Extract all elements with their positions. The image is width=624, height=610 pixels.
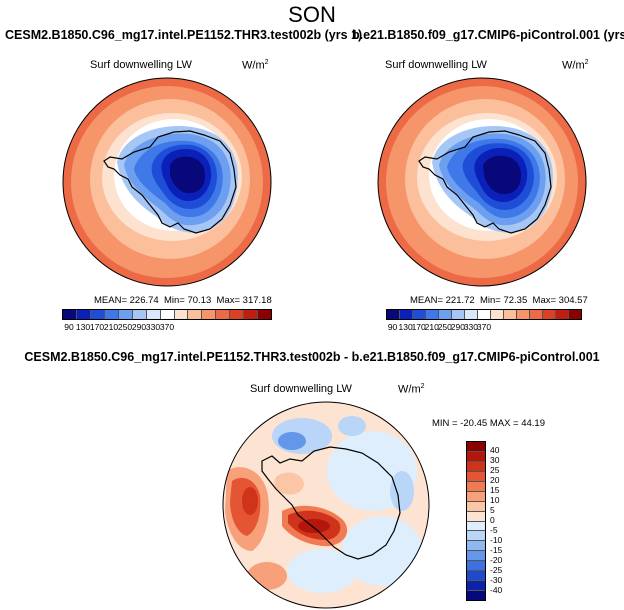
diff-colorbar bbox=[466, 441, 486, 601]
panel2-map bbox=[377, 77, 587, 287]
colorbar-tick-label: 330 bbox=[145, 322, 161, 332]
colorbar-swatch bbox=[467, 461, 485, 472]
colorbar-swatch bbox=[467, 581, 485, 592]
panel1-map bbox=[62, 77, 272, 287]
panel2-colorbar-labels: 90 130 170 210 250 290 330 370 bbox=[386, 322, 582, 334]
colorbar-swatch bbox=[465, 310, 478, 319]
panel2-units: W/m2 bbox=[562, 59, 589, 72]
colorbar-swatch bbox=[467, 471, 485, 482]
colorbar-tick-label: 5 bbox=[490, 505, 495, 515]
colorbar-tick-label: 25 bbox=[490, 465, 500, 475]
colorbar-swatch bbox=[76, 310, 91, 319]
panel1-variable: Surf downwelling LW bbox=[90, 59, 192, 71]
colorbar-swatch bbox=[467, 541, 485, 552]
colorbar-swatch bbox=[569, 310, 581, 319]
colorbar-tick-label: -15 bbox=[490, 545, 503, 555]
colorbar-swatch bbox=[467, 531, 485, 542]
colorbar-tick-label: 290 bbox=[131, 322, 147, 332]
colorbar-swatch bbox=[467, 442, 485, 452]
colorbar-tick-label: -20 bbox=[490, 555, 503, 565]
colorbar-tick-label: 90 bbox=[64, 322, 74, 332]
colorbar-tick-label: 250 bbox=[117, 322, 133, 332]
panel2-variable: Surf downwelling LW bbox=[385, 59, 487, 71]
colorbar-swatch bbox=[467, 561, 485, 572]
colorbar-tick-label: -40 bbox=[490, 585, 503, 595]
colorbar-tick-label: 370 bbox=[159, 322, 175, 332]
diff-map bbox=[222, 401, 430, 609]
colorbar-tick-label: -10 bbox=[490, 535, 503, 545]
colorbar-swatch bbox=[467, 491, 485, 502]
panel1-colorbar-labels: 90 130 170 210 250 290 330 370 bbox=[62, 322, 272, 334]
colorbar-swatch bbox=[491, 310, 504, 319]
colorbar-swatch bbox=[174, 310, 189, 319]
page-title: SON bbox=[288, 2, 336, 27]
colorbar-tick-label: 40 bbox=[490, 445, 500, 455]
colorbar-tick-label: 250 bbox=[437, 322, 452, 332]
colorbar-swatch bbox=[556, 310, 569, 319]
colorbar-swatch bbox=[467, 571, 485, 582]
colorbar-tick-label: 170 bbox=[411, 322, 426, 332]
colorbar-swatch bbox=[467, 521, 485, 532]
colorbar-swatch bbox=[467, 481, 485, 492]
colorbar-tick-label: -5 bbox=[490, 525, 498, 535]
colorbar-tick-label: 210 bbox=[103, 322, 119, 332]
colorbar-swatch bbox=[387, 310, 400, 319]
diff-variable: Surf downwelling LW bbox=[250, 383, 352, 395]
colorbar-tick-label: 10 bbox=[490, 495, 500, 505]
panel1-stats: MEAN= 226.74 Min= 70.13 Max= 317.18 bbox=[94, 295, 272, 306]
colorbar-swatch bbox=[478, 310, 491, 319]
panel2-colorbar bbox=[386, 309, 582, 320]
colorbar-swatch bbox=[452, 310, 465, 319]
colorbar-tick-label: 210 bbox=[424, 322, 439, 332]
panel1-colorbar bbox=[62, 309, 272, 320]
colorbar-swatch bbox=[543, 310, 556, 319]
panel1-case-title: CESM2.B1850.C96_mg17.intel.PE1152.THR3.t… bbox=[5, 28, 363, 42]
colorbar-swatch bbox=[132, 310, 147, 319]
colorbar-swatch bbox=[63, 310, 77, 319]
colorbar-tick-label: 90 bbox=[387, 322, 398, 332]
colorbar-tick-label: 130 bbox=[398, 322, 413, 332]
colorbar-swatch bbox=[202, 310, 217, 319]
diff-minmax: MIN = -20.45 MAX = 44.19 bbox=[432, 418, 546, 429]
panel2-stats: MEAN= 221.72 Min= 72.35 Max= 304.57 bbox=[410, 295, 588, 306]
colorbar-swatch bbox=[216, 310, 231, 319]
colorbar-tick-label: -25 bbox=[490, 565, 503, 575]
colorbar-swatch bbox=[517, 310, 530, 319]
colorbar-swatch bbox=[530, 310, 543, 319]
colorbar-tick-label: 130 bbox=[75, 322, 91, 332]
colorbar-swatch bbox=[258, 310, 272, 319]
panel1-units: W/m2 bbox=[242, 59, 269, 72]
colorbar-tick-label: 30 bbox=[490, 455, 500, 465]
colorbar-tick-label: -30 bbox=[490, 575, 503, 585]
colorbar-swatch bbox=[413, 310, 426, 319]
colorbar-swatch bbox=[188, 310, 203, 319]
colorbar-tick-label: 290 bbox=[450, 322, 465, 332]
colorbar-tick-label: 370 bbox=[476, 322, 492, 332]
colorbar-swatch bbox=[504, 310, 517, 319]
colorbar-swatch bbox=[90, 310, 105, 319]
colorbar-swatch bbox=[104, 310, 119, 319]
colorbar-swatch bbox=[230, 310, 245, 319]
colorbar-swatch bbox=[467, 591, 485, 600]
colorbar-tick-label: 15 bbox=[490, 485, 500, 495]
colorbar-swatch bbox=[467, 551, 485, 562]
colorbar-tick-label: 0 bbox=[490, 515, 495, 525]
colorbar-swatch bbox=[160, 310, 175, 319]
colorbar-swatch bbox=[467, 451, 485, 462]
panel2-case-title: b.e21.B1850.f09_g17.CMIP6-piControl.001 … bbox=[352, 28, 624, 42]
colorbar-tick-label: 170 bbox=[89, 322, 105, 332]
colorbar-swatch bbox=[118, 310, 133, 319]
colorbar-tick-label: 330 bbox=[463, 322, 479, 332]
diff-units: W/m2 bbox=[398, 383, 425, 396]
colorbar-swatch bbox=[467, 511, 485, 522]
colorbar-tick-label: 20 bbox=[490, 475, 500, 485]
colorbar-swatch bbox=[146, 310, 161, 319]
colorbar-swatch bbox=[426, 310, 439, 319]
diff-colorbar-labels: 40 30 25 20 15 10 5 0 -5 -10 -15 -20 -25 -30 -40 bbox=[490, 441, 520, 601]
colorbar-swatch bbox=[439, 310, 452, 319]
colorbar-swatch bbox=[244, 310, 259, 319]
diff-case-title: CESM2.B1850.C96_mg17.intel.PE1152.THR3.t… bbox=[24, 350, 600, 364]
colorbar-swatch bbox=[467, 501, 485, 512]
colorbar-swatch bbox=[400, 310, 413, 319]
